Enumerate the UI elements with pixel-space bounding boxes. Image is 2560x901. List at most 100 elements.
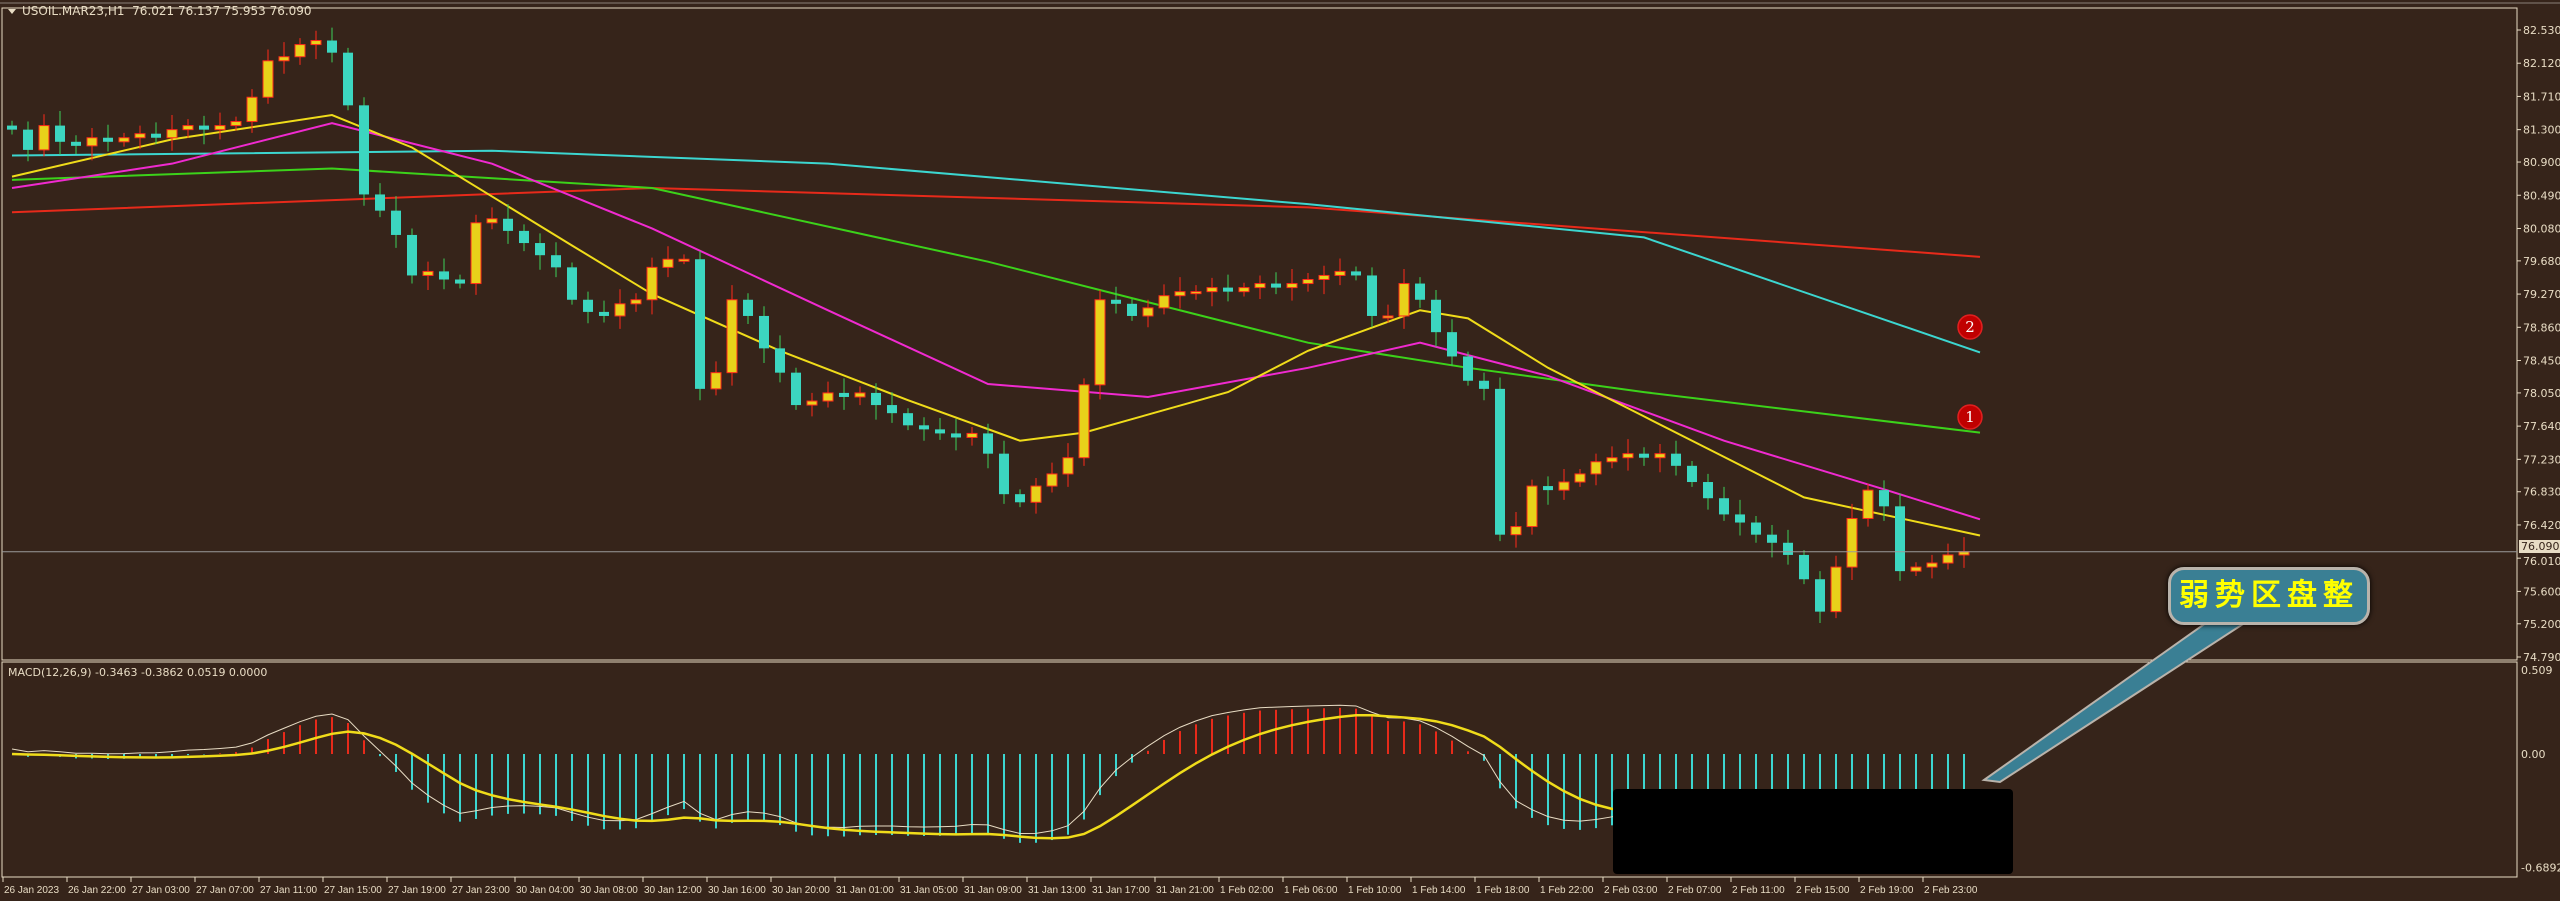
candle-body	[1735, 514, 1745, 523]
symbol-label: USOIL.MAR23,H1	[22, 4, 125, 18]
candle	[199, 115, 209, 145]
candle-body	[1910, 566, 1922, 572]
candle	[1862, 483, 1874, 527]
candle-body	[1190, 291, 1202, 295]
time-tick-label: 2 Feb 23:00	[1924, 885, 1978, 896]
candle-body	[1639, 453, 1649, 458]
candle	[1111, 286, 1121, 314]
candle	[1783, 529, 1793, 565]
candle	[407, 228, 417, 284]
candle-body	[1926, 562, 1938, 568]
candle	[903, 408, 913, 431]
candle	[1447, 319, 1457, 367]
time-tick-label: 30 Jan 08:00	[580, 885, 638, 896]
candle-body	[1495, 388, 1505, 535]
candle	[983, 423, 993, 469]
candle	[1174, 277, 1186, 309]
candle	[710, 361, 722, 396]
candle-body	[1815, 579, 1825, 612]
candle-body	[1606, 457, 1618, 463]
candle	[919, 417, 929, 441]
candle	[822, 381, 834, 408]
candle	[391, 196, 401, 248]
ma-long-line	[11, 149, 1981, 354]
candle	[23, 121, 33, 162]
candle	[1622, 439, 1634, 471]
candle-body	[887, 405, 897, 414]
candle-body	[1223, 287, 1233, 292]
candle	[1687, 460, 1697, 487]
candle-body	[1479, 380, 1489, 389]
candle-body	[919, 425, 929, 430]
candle-body	[935, 429, 945, 434]
time-tick-label: 2 Feb 19:00	[1860, 885, 1914, 896]
candle-body	[1127, 303, 1137, 316]
candle	[55, 111, 65, 155]
candle-body	[759, 315, 769, 349]
candle-body	[118, 137, 130, 143]
price-tick-label: 79.270	[2523, 288, 2560, 301]
time-tick-label: 31 Jan 09:00	[964, 885, 1022, 896]
candle-body	[343, 52, 353, 106]
candle-body	[1286, 283, 1298, 289]
candle-body	[1895, 506, 1905, 572]
time-tick-label: 30 Jan 16:00	[708, 885, 766, 896]
candle-body	[1367, 275, 1377, 316]
price-tick-label: 80.080	[2523, 222, 2560, 235]
candle-body	[134, 133, 146, 139]
candle	[310, 30, 322, 60]
candle-body	[166, 129, 178, 139]
candle-body	[1510, 526, 1522, 536]
candle	[678, 254, 690, 265]
candle	[422, 261, 434, 291]
candle-body	[822, 392, 834, 402]
candle	[1254, 275, 1266, 299]
candle	[1078, 378, 1090, 466]
dropdown-triangle-icon[interactable]	[8, 9, 16, 14]
price-tick-label: 75.600	[2523, 585, 2560, 598]
candle	[134, 125, 146, 150]
time-tick-label: 30 Jan 12:00	[644, 885, 702, 896]
candle-body	[86, 137, 98, 147]
candle	[230, 116, 242, 131]
marker-circle	[1957, 404, 1983, 430]
macd-tick-label: 0.509	[2521, 664, 2553, 677]
time-tick-label: 2 Feb 15:00	[1796, 885, 1850, 896]
time-tick-label: 1 Feb 18:00	[1476, 885, 1530, 896]
candle-body	[1463, 356, 1473, 381]
candle	[1654, 443, 1666, 473]
candle-body	[1142, 307, 1154, 317]
candle	[1463, 351, 1473, 386]
candle-body	[1271, 283, 1281, 288]
candle-body	[839, 392, 849, 397]
time-tick-label: 31 Jan 01:00	[836, 885, 894, 896]
candle	[806, 392, 818, 417]
candle-body	[871, 392, 881, 406]
candle	[567, 262, 577, 305]
markers: 21	[1957, 314, 1983, 430]
candle	[1046, 462, 1058, 493]
candle-body	[519, 230, 529, 244]
time-tick-label: 1 Feb 02:00	[1220, 885, 1274, 896]
candle	[1703, 473, 1713, 510]
candle	[1286, 268, 1298, 301]
candle	[343, 47, 353, 111]
price-tick-label: 78.450	[2523, 355, 2560, 368]
candle-body	[1783, 542, 1793, 555]
candle-body	[1558, 481, 1570, 491]
candle	[1910, 562, 1922, 576]
candle	[1735, 499, 1745, 536]
ohlc-values: 76.021 76.137 75.953 76.090	[132, 4, 312, 18]
candle	[359, 97, 369, 206]
time-tick-label: 27 Jan 15:00	[324, 885, 382, 896]
macd-tick-label: 0.00	[2521, 748, 2546, 761]
time-tick-label: 30 Jan 04:00	[516, 885, 574, 896]
candle	[278, 42, 290, 74]
candle	[1271, 272, 1281, 295]
time-tick-label: 26 Jan 2023	[4, 885, 59, 896]
candle-body	[775, 348, 785, 373]
candle-body	[455, 279, 465, 284]
candle-body	[294, 44, 306, 58]
price-pane-frame	[1, 7, 2518, 661]
